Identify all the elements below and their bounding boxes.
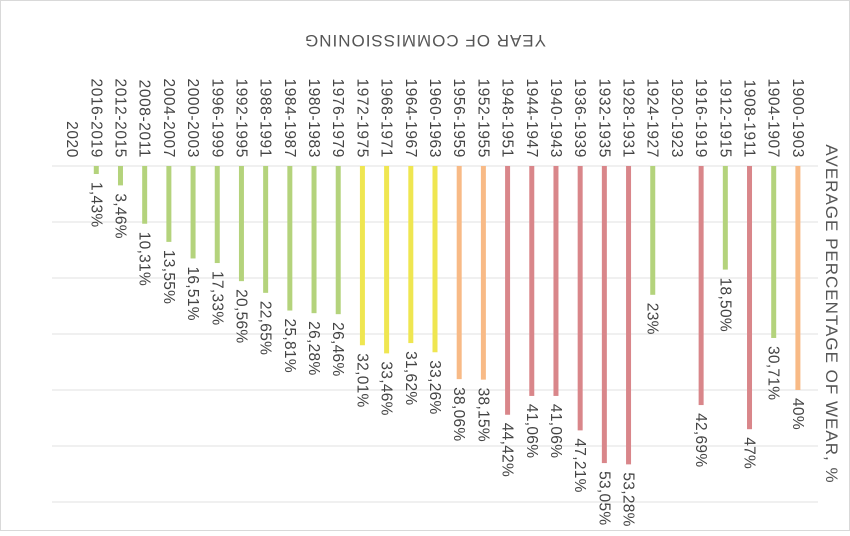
data-label: 32,01%	[353, 353, 370, 407]
x-tick-label: 1988-1991	[257, 78, 274, 158]
bar	[795, 166, 801, 390]
bar	[311, 166, 317, 314]
bar	[601, 166, 607, 464]
x-tick-label: 1972-1975	[353, 78, 370, 158]
y-axis-title: AVERAGE PERCENTAGE OF WEAR, %	[822, 144, 841, 483]
data-label: 23%	[644, 303, 661, 335]
bar	[698, 166, 704, 406]
bars	[93, 166, 801, 465]
gridlines	[52, 165, 818, 503]
rotated-chart-group: 40% 30,71% 47% 18,50% 42,69% 23% 53,28% 53,05% 4…	[52, 31, 841, 527]
x-tick-label: 2004-2007	[160, 78, 177, 158]
bar	[214, 166, 220, 264]
bar	[432, 166, 438, 353]
x-tick-label: 1948-1951	[499, 78, 516, 158]
data-label: 13,55%	[160, 250, 177, 304]
bar	[287, 166, 293, 311]
data-label: 41,06%	[523, 404, 540, 458]
x-tick-label: 1996-1999	[208, 78, 225, 158]
x-tick-label: 1992-1995	[232, 78, 249, 158]
x-tick-label: 1912-1915	[716, 78, 733, 158]
x-tick-label: 1908-1911	[741, 80, 758, 158]
x-tick-label: 1928-1931	[620, 78, 637, 158]
bar	[456, 166, 462, 380]
x-tick-label: 2000-2003	[184, 78, 201, 158]
x-tick-label: 1900-1903	[789, 78, 806, 158]
x-tick-label: 1916-1919	[692, 78, 709, 158]
bar	[480, 166, 486, 380]
x-tick-labels: 1900-1903 1904-1907 1908-1911 1912-1915 1916…	[63, 78, 806, 158]
data-label: 18,50%	[716, 278, 733, 332]
data-label: 25,81%	[281, 319, 298, 373]
bar	[238, 166, 244, 282]
bar	[93, 166, 99, 175]
x-tick-label: 1964-1967	[402, 78, 419, 158]
data-label: 26,28%	[305, 321, 322, 375]
x-tick-label: 1968-1971	[378, 78, 395, 158]
bar	[359, 166, 365, 346]
data-labels: 40% 30,71% 47% 18,50% 42,69% 23% 53,28% 53,05% 4…	[87, 182, 806, 527]
data-label: 16,51%	[184, 266, 201, 320]
bar	[335, 166, 341, 315]
data-label: 1,43%	[87, 182, 104, 227]
bar	[747, 166, 753, 430]
x-tick-label: 1904-1907	[765, 78, 782, 158]
data-label: 41,06%	[547, 404, 564, 458]
data-label: 40%	[789, 398, 806, 430]
x-tick-label: 1976-1979	[329, 78, 346, 158]
data-label: 38,15%	[474, 388, 491, 442]
x-tick-label: 1952-1955	[474, 78, 491, 158]
x-tick-label: 1932-1935	[595, 78, 612, 158]
bar	[505, 166, 511, 415]
data-label: 30,71%	[765, 346, 782, 400]
data-label: 47,21%	[571, 438, 588, 492]
x-tick-label: 1940-1943	[547, 78, 564, 158]
x-tick-label: 1956-1959	[450, 78, 467, 158]
data-label: 17,33%	[208, 271, 225, 325]
data-label: 33,26%	[426, 360, 443, 414]
data-label: 42,69%	[692, 413, 709, 467]
bar	[626, 166, 632, 465]
data-label: 10,31%	[136, 232, 153, 286]
x-tick-label: 1960-1963	[426, 78, 443, 158]
data-label: 20,56%	[232, 289, 249, 343]
x-tick-label: 1984-1987	[281, 78, 298, 158]
bar	[117, 166, 123, 186]
bar	[529, 166, 535, 396]
bar	[263, 166, 269, 293]
x-tick-label: 1924-1927	[644, 78, 661, 158]
x-tick-label: 2012-2015	[111, 78, 128, 158]
bar	[650, 166, 656, 295]
bar	[384, 166, 390, 354]
x-tick-label: 1980-1983	[305, 78, 322, 158]
bar	[771, 166, 777, 338]
data-label: 53,05%	[595, 471, 612, 525]
bar	[577, 166, 583, 431]
x-tick-label: 1936-1939	[571, 78, 588, 158]
data-label: 53,28%	[620, 472, 637, 526]
x-tick-label: 1920-1923	[668, 78, 685, 158]
x-tick-label: 2008-2011	[136, 80, 153, 158]
bar	[722, 166, 728, 270]
bar	[190, 166, 196, 259]
data-label: 47%	[741, 437, 758, 469]
data-label: 33,46%	[378, 361, 395, 415]
bar	[142, 166, 148, 224]
x-tick-label: 1944-1947	[523, 78, 540, 158]
data-label: 38,06%	[450, 387, 467, 441]
data-label: 26,46%	[329, 322, 346, 376]
bar	[553, 166, 559, 396]
data-label: 44,42%	[499, 423, 516, 477]
bar	[166, 166, 172, 242]
x-tick-label: 2020	[63, 121, 80, 158]
bar	[408, 166, 414, 344]
data-label: 22,65%	[257, 301, 274, 355]
data-label: 31,62%	[402, 351, 419, 405]
x-axis-title: YEAR OF COMMISSIONING	[304, 31, 546, 50]
x-tick-label: 2016-2019	[87, 78, 104, 158]
data-label: 3,46%	[111, 193, 128, 238]
